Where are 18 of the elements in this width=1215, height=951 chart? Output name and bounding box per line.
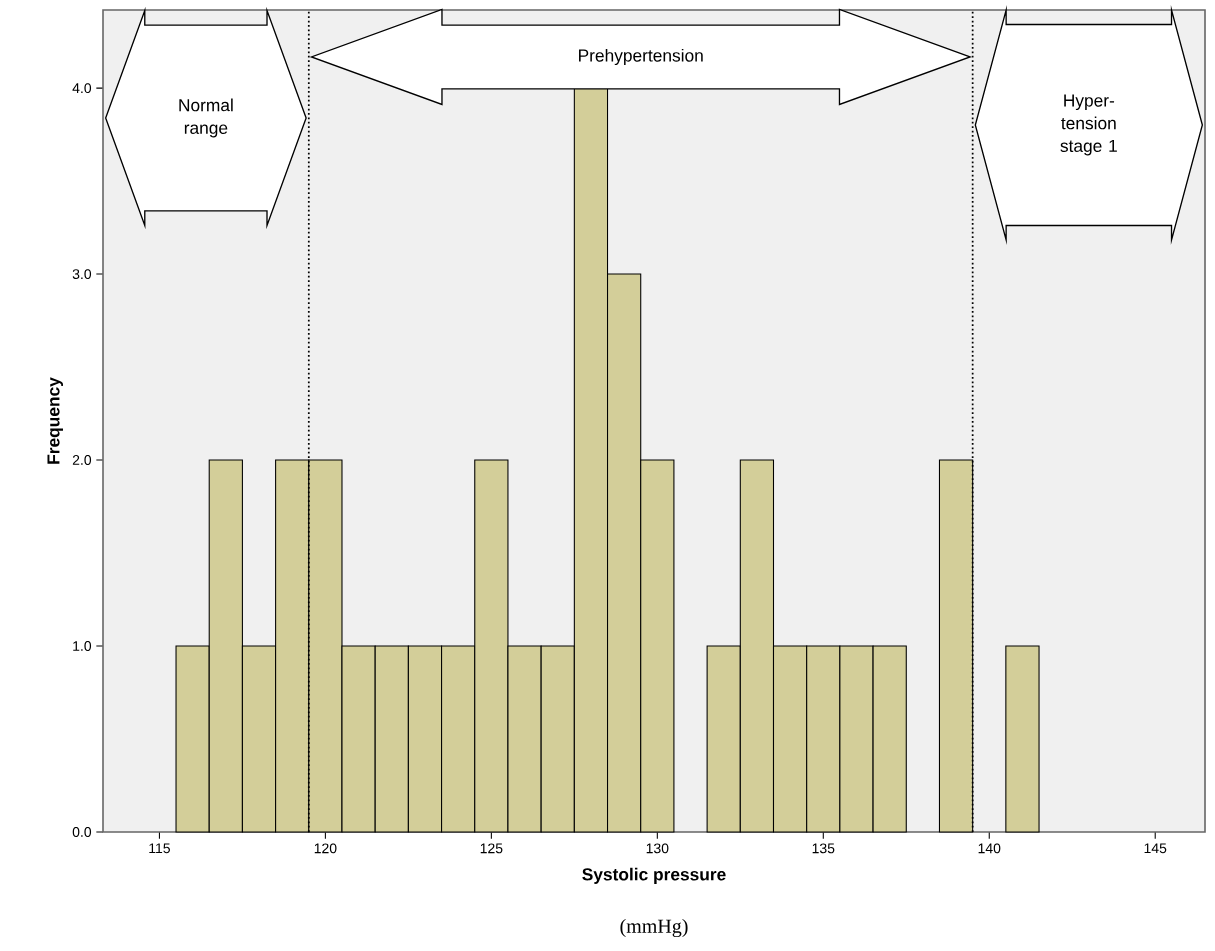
x-tick-label: 145 <box>1144 843 1167 854</box>
x-tick-label: 130 <box>646 843 669 854</box>
text: (mmHg) <box>620 918 688 938</box>
y-tick-label: 2.0 <box>72 455 92 466</box>
annotation: Hyper-tension stage 1 <box>1060 94 1117 156</box>
y-tick-label: 4.0 <box>72 83 92 94</box>
y-axis-title: Frequency <box>47 377 64 464</box>
x-tick-label: 115 <box>149 843 170 854</box>
annotation: Prehypertension <box>579 48 703 66</box>
annotation: Normal range <box>179 98 233 138</box>
x-tick-label: 120 <box>314 843 337 854</box>
x-tick-label: 135 <box>812 843 835 854</box>
x-axis-title: Systolic pressure <box>582 867 726 884</box>
y-tick-label: 0.0 <box>72 827 92 837</box>
y-tick-label: 1.0 <box>73 641 92 651</box>
x-tick-label: 140 <box>978 843 1001 854</box>
y-tick-label: 3.0 <box>72 269 92 280</box>
x-tick-label: 125 <box>480 843 503 854</box>
